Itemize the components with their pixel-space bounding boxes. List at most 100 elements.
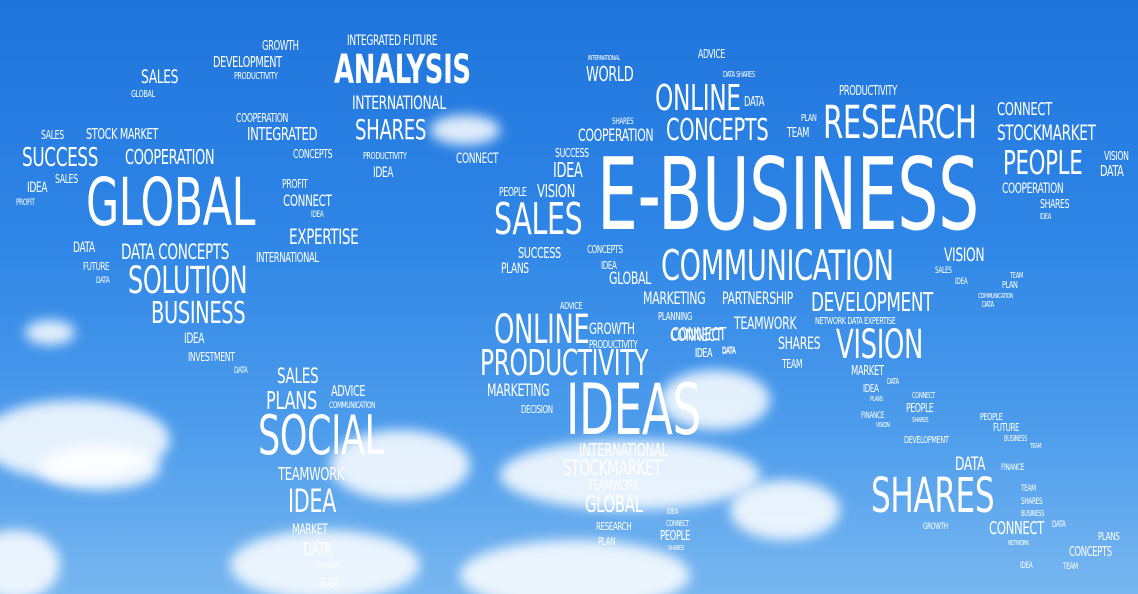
- word: CONNECT: [912, 391, 935, 400]
- word: MARKET: [851, 364, 884, 379]
- cloud: [230, 530, 420, 594]
- word: PROFIT: [16, 198, 35, 208]
- word: PRODUCTIVITY: [589, 338, 638, 351]
- word: SOLUTION: [128, 259, 248, 302]
- word: E-BUSINESS: [597, 136, 979, 253]
- word: TEAMWORK: [734, 314, 797, 334]
- word: DATA: [982, 300, 994, 309]
- word: DATA: [1052, 520, 1066, 530]
- word: DATA: [96, 276, 110, 286]
- word: DATA: [887, 377, 899, 386]
- word: EXPERTISE: [289, 225, 359, 249]
- word: INTEGRATED FUTURE: [347, 33, 438, 49]
- cloud: [0, 530, 60, 594]
- word: DATA: [1100, 162, 1124, 180]
- word: FINANCE: [861, 411, 885, 421]
- word: NETWORK: [1008, 539, 1029, 547]
- word: IDEA: [863, 382, 879, 395]
- word: FUTURE: [993, 421, 1020, 434]
- word: GLOBAL: [86, 164, 256, 241]
- word: NETWORK DATA EXPERTISE: [815, 316, 896, 327]
- word: SHARES: [778, 334, 821, 354]
- word: DEVELOPMENT: [904, 435, 949, 446]
- cloud: [25, 320, 75, 345]
- word: PRODUCTIVITY: [480, 343, 649, 384]
- word: INTERNATIONAL: [579, 440, 668, 461]
- word: FUTURE: [83, 260, 110, 273]
- word: ANALYSIS: [334, 47, 471, 93]
- word: FINANCE: [1001, 463, 1025, 473]
- word: PRODUCTIVITY: [839, 84, 897, 99]
- word: PEOPLE: [906, 401, 934, 415]
- word: CONCEPTS: [587, 243, 623, 256]
- cloud: [40, 445, 160, 490]
- word: PEOPLE: [1003, 143, 1083, 182]
- word: VISION: [1104, 149, 1129, 163]
- word: INTEGRATED: [247, 124, 318, 145]
- word: DEVELOPMENT: [213, 53, 282, 71]
- word: COOPERATION: [236, 111, 288, 125]
- word: ONLINE: [655, 78, 741, 119]
- word: PRODUCTIVITY: [363, 151, 407, 162]
- word: VISION: [944, 244, 985, 266]
- word: GLOBAL: [131, 89, 155, 100]
- word: IDEA: [288, 482, 336, 520]
- word: CONNECT: [997, 99, 1052, 120]
- word: IDEA: [695, 346, 713, 360]
- word: INVESTMENT: [188, 350, 235, 364]
- word: SHARES: [668, 544, 685, 552]
- word: TEAMWORK: [278, 464, 345, 485]
- word: COMMUNICATION: [661, 241, 894, 290]
- word: SUCCESS: [22, 143, 99, 173]
- word: BUSINESS: [151, 296, 246, 331]
- word: COOPERATION: [578, 126, 654, 146]
- word: DATA SHARES: [723, 70, 755, 79]
- word: CONNECT: [283, 191, 332, 210]
- word: PLAN: [1002, 280, 1018, 291]
- cloud: [660, 370, 770, 430]
- word: CONCEPTS: [1069, 545, 1112, 560]
- word: COMMUNICATION: [978, 292, 1013, 300]
- word: SHARES: [871, 468, 995, 524]
- word: PEOPLE: [499, 185, 527, 199]
- word: GROWTH: [589, 319, 635, 338]
- cloud: [430, 115, 500, 145]
- word: SHARES: [912, 416, 929, 424]
- word: IDEA: [553, 158, 583, 182]
- word: STOCK MARKET: [86, 125, 158, 143]
- word: IDEA: [1020, 561, 1033, 571]
- word: CONCEPTS: [293, 147, 333, 161]
- word: DATA: [722, 346, 736, 356]
- word: MARKETING: [643, 289, 706, 309]
- word: PROFIT: [282, 177, 308, 191]
- word: STOCKMARKET: [563, 456, 662, 480]
- word: IDEAS: [566, 369, 701, 451]
- word: SOCIAL: [258, 404, 384, 467]
- word: CONNECT: [456, 151, 499, 167]
- word: SHARES: [612, 117, 634, 127]
- word: TEAM: [787, 126, 810, 141]
- word: CONNECT: [666, 519, 689, 528]
- cloud: [730, 480, 840, 540]
- word: DATA: [722, 347, 736, 357]
- word: TEAM: [318, 576, 339, 590]
- word: RESEARCH: [596, 520, 632, 533]
- word: PLANS: [266, 386, 317, 415]
- word: PLANS: [501, 261, 529, 277]
- word: BUSINESS: [1004, 434, 1028, 443]
- word: IDEA: [1040, 212, 1051, 221]
- word: SALES: [55, 172, 78, 186]
- word: DATA: [744, 95, 765, 110]
- word: TEAM: [1030, 442, 1042, 450]
- word: VISION: [537, 181, 575, 202]
- word: PEOPLE: [660, 529, 690, 544]
- cloud: [330, 430, 470, 500]
- word: DATA: [955, 453, 986, 475]
- word: COOPERATION: [1002, 181, 1064, 197]
- word: SALES: [935, 266, 952, 276]
- word: ADVICE: [560, 301, 583, 312]
- word: COMMUNICATION: [329, 401, 376, 411]
- word: SALES: [277, 364, 319, 388]
- word: GROWTH: [262, 39, 299, 54]
